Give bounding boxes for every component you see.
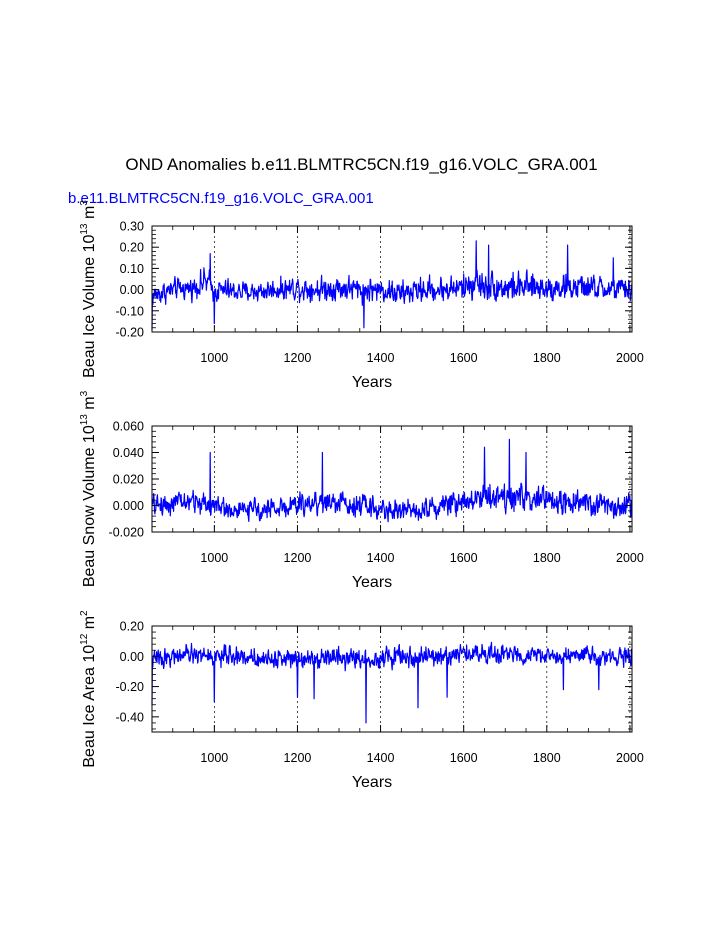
- y-axis-label: Beau Ice Area 1012 m2: [79, 610, 98, 768]
- y-tick-label: -0.20: [116, 680, 145, 694]
- y-axis-label-exponent: 13: [79, 414, 90, 426]
- x-tick-label: 1600: [450, 551, 478, 565]
- figure-subtitle: b.e11.BLMTRC5CN.f19_g16.VOLC_GRA.001: [68, 190, 374, 207]
- y-tick-label: 0.10: [120, 262, 144, 276]
- x-tick-label: 1000: [200, 551, 228, 565]
- x-tick-label: 1000: [200, 751, 228, 765]
- y-tick-label: -0.020: [109, 526, 144, 540]
- x-tick-label: 1200: [284, 351, 312, 365]
- y-tick-label: 0.30: [120, 220, 144, 234]
- y-tick-label: -0.20: [116, 326, 145, 340]
- y-axis-label: Beau Snow Volume 1013 m3: [79, 390, 98, 587]
- x-tick-label: 1800: [533, 551, 561, 565]
- y-axis-label-exponent: 12: [79, 633, 90, 645]
- x-tick-label: 1400: [367, 751, 395, 765]
- y-tick-label: 0.060: [113, 420, 144, 434]
- y-axis-label-exponent: 13: [79, 223, 90, 235]
- y-tick-label: -0.10: [116, 304, 145, 318]
- x-tick-label: 1600: [450, 351, 478, 365]
- y-tick-label: 0.00: [120, 283, 144, 297]
- x-tick-label: 1800: [533, 351, 561, 365]
- x-axis-label: Years: [352, 574, 392, 591]
- y-axis-label-unit-exponent: 3: [79, 200, 90, 206]
- y-tick-label: 0.040: [113, 446, 144, 460]
- y-axis-label-text: Beau Snow Volume 10: [81, 425, 98, 587]
- series-line-3: [151, 641, 633, 724]
- y-axis-label-text: Beau Ice Area 10: [81, 645, 98, 768]
- x-tick-label: 1600: [450, 751, 478, 765]
- x-tick-label: 1200: [284, 751, 312, 765]
- x-tick-label: 1400: [367, 351, 395, 365]
- x-tick-label: 1400: [367, 551, 395, 565]
- y-axis-label-unit: m: [81, 616, 98, 634]
- y-tick-label: 0.20: [120, 241, 144, 255]
- y-tick-label: 0.000: [113, 499, 144, 513]
- x-tick-label: 1800: [533, 751, 561, 765]
- plot-frame: [151, 225, 633, 333]
- figure-title: OND Anomalies b.e11.BLMTRC5CN.f19_g16.VO…: [125, 155, 598, 174]
- series-line-1: [151, 240, 633, 330]
- x-axis-label: Years: [352, 374, 392, 391]
- x-tick-label: 1200: [284, 551, 312, 565]
- x-tick-label: 2000: [616, 551, 644, 565]
- y-tick-label: -0.40: [116, 710, 145, 724]
- x-axis-label: Years: [352, 774, 392, 791]
- y-axis-label-unit: m: [81, 206, 98, 224]
- y-axis-label-unit-exponent: 3: [79, 390, 90, 396]
- series-line-2: [151, 438, 633, 523]
- y-tick-label: 0.020: [113, 473, 144, 487]
- y-tick-label: 0.20: [120, 620, 144, 634]
- plot-frame: [151, 625, 633, 733]
- y-axis-label-unit: m: [81, 396, 98, 414]
- y-axis-label-unit-exponent: 2: [79, 610, 90, 616]
- y-axis-label: Beau Ice Volume 1013 m3: [79, 200, 98, 378]
- x-tick-label: 2000: [616, 751, 644, 765]
- x-tick-label: 1000: [200, 351, 228, 365]
- y-axis-label-text: Beau Ice Volume 10: [81, 235, 98, 378]
- x-tick-label: 2000: [616, 351, 644, 365]
- y-tick-label: 0.00: [120, 650, 144, 664]
